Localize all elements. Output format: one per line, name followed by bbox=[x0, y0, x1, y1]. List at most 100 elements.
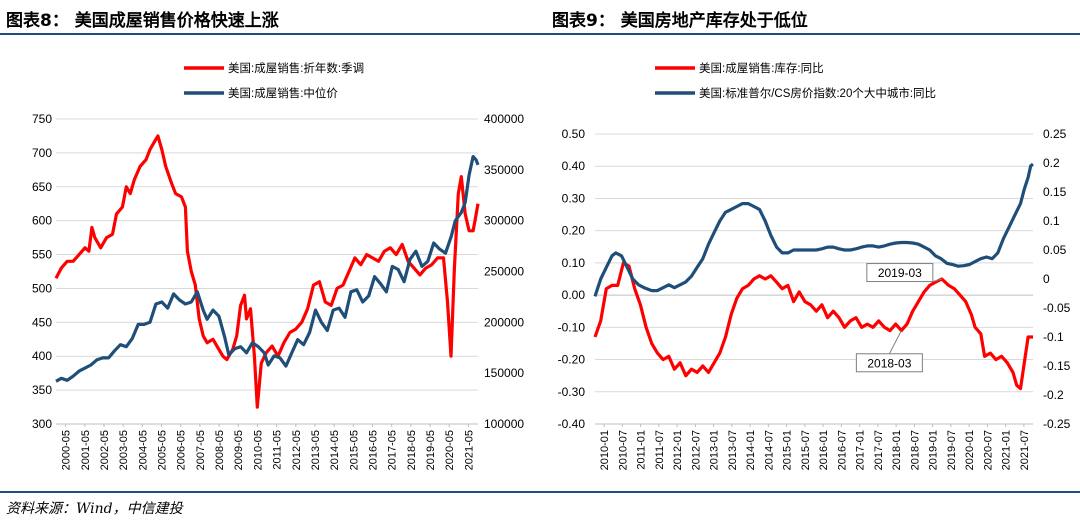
x-tick-label: 2016-07 bbox=[836, 430, 848, 470]
x-tick-label: 2008-05 bbox=[214, 430, 226, 470]
y-left-tick-label: 0.10 bbox=[562, 256, 586, 270]
y-right-tick-label: 0.25 bbox=[1043, 127, 1067, 141]
series-line-1 bbox=[593, 261, 1033, 391]
y-left-tick-label: 0.20 bbox=[562, 224, 586, 238]
annotation-box bbox=[855, 353, 923, 373]
x-tick-label: 2012-07 bbox=[690, 430, 702, 470]
x-tick-label: 2016-05 bbox=[368, 430, 380, 470]
x-tick-label: 2017-07 bbox=[873, 430, 885, 470]
series-line-1 bbox=[54, 134, 480, 409]
x-tick-label: 2014-07 bbox=[763, 430, 775, 470]
y-left-tick-label: 750 bbox=[32, 112, 52, 126]
y-right-tick-label: 350000 bbox=[484, 163, 524, 177]
y-right-tick-label: 0.05 bbox=[1043, 243, 1067, 257]
y-right-tick-label: 0.2 bbox=[1043, 156, 1060, 170]
x-tick-label: 2014-01 bbox=[745, 430, 757, 470]
chart-home-price: 300 350 400 450 500 550 600 650 700 750 100000 1500… bbox=[32, 61, 524, 470]
x-tick-label: 2019-01 bbox=[928, 430, 940, 470]
y-left-tick-label: -0.40 bbox=[558, 417, 586, 431]
x-tick-label: 2007-05 bbox=[195, 430, 207, 470]
x-tick-label: 2015-01 bbox=[782, 430, 794, 470]
chart-right-title: 图表9： 美国房地产库存处于低位 bbox=[552, 11, 808, 31]
x-tick-label: 2001-05 bbox=[80, 430, 92, 470]
x-tick-label: 2018-05 bbox=[406, 430, 418, 470]
top-divider bbox=[0, 33, 1080, 35]
y-right-tick-label: 400000 bbox=[484, 112, 524, 126]
y-right-tick-label: -0.2 bbox=[1043, 388, 1064, 402]
annotation-box bbox=[866, 263, 934, 283]
x-tick-label: 2013-07 bbox=[727, 430, 739, 470]
y-right-tick-label: 0.15 bbox=[1043, 185, 1067, 199]
chart-left-title: 图表8： 美国成屋销售价格快速上涨 bbox=[6, 11, 279, 31]
y-left-tick-label: 700 bbox=[32, 146, 52, 160]
x-tick-label: 2011-07 bbox=[654, 430, 666, 470]
y-left-tick-label: 0.30 bbox=[562, 191, 586, 205]
legend-label-2: 美国:成屋销售:中位价 bbox=[228, 86, 338, 100]
x-tick-label: 2004-05 bbox=[137, 430, 149, 470]
y-right-tick-label: 200000 bbox=[484, 315, 524, 329]
y-left-tick-label: 500 bbox=[32, 281, 52, 295]
x-tick-label: 2015-05 bbox=[348, 430, 360, 470]
y-left-tick-label: -0.10 bbox=[558, 320, 586, 334]
x-tick-label: 2019-05 bbox=[425, 430, 437, 470]
x-tick-label: 2011-05 bbox=[272, 430, 284, 470]
x-tick-label: 2019-07 bbox=[946, 430, 958, 470]
x-tick-label: 2013-01 bbox=[709, 430, 721, 470]
x-tick-label: 2021-07 bbox=[1019, 430, 1031, 470]
x-tick-label: 2003-05 bbox=[118, 430, 130, 470]
x-tick-label: 2016-01 bbox=[818, 430, 830, 470]
annotation-label: 2018-03 bbox=[867, 356, 911, 370]
x-tick-label: 2010-05 bbox=[252, 430, 264, 470]
y-left-tick-label: 350 bbox=[32, 383, 52, 397]
x-tick-label: 2020-01 bbox=[964, 430, 976, 470]
y-left-tick-label: 650 bbox=[32, 180, 52, 194]
x-tick-label: 2015-07 bbox=[800, 430, 812, 470]
annotation-label: 2019-03 bbox=[878, 266, 922, 280]
y-left-tick-label: 0.00 bbox=[562, 288, 586, 302]
x-tick-label: 2021-05 bbox=[463, 430, 475, 470]
source-note: 资料来源：Wind，中信建投 bbox=[6, 501, 183, 517]
y-right-tick-label: 250000 bbox=[484, 265, 524, 279]
y-left-tick-label: 450 bbox=[32, 315, 52, 329]
y-right-tick-label: 150000 bbox=[484, 366, 524, 380]
x-tick-label: 2006-05 bbox=[176, 430, 188, 470]
x-tick-label: 2020-05 bbox=[444, 430, 456, 470]
x-tick-label: 2000-05 bbox=[61, 430, 73, 470]
y-right-tick-label: -0.25 bbox=[1043, 417, 1071, 431]
y-left-tick-label: 550 bbox=[32, 248, 52, 262]
x-tick-label: 2017-05 bbox=[387, 430, 399, 470]
x-tick-label: 2010-01 bbox=[599, 430, 611, 470]
x-tick-label: 2020-07 bbox=[982, 430, 994, 470]
x-tick-label: 2013-05 bbox=[310, 430, 322, 470]
x-tick-label: 2011-01 bbox=[636, 430, 648, 470]
x-tick-label: 2010-07 bbox=[617, 430, 629, 470]
y-right-tick-label: 300000 bbox=[484, 214, 524, 228]
y-right-tick-label: -0.05 bbox=[1043, 301, 1071, 315]
y-right-tick-label: 0.1 bbox=[1043, 214, 1060, 228]
y-left-tick-label: 0.50 bbox=[562, 127, 586, 141]
x-tick-label: 2002-05 bbox=[99, 430, 111, 470]
y-left-tick-label: -0.20 bbox=[558, 353, 586, 367]
x-tick-label: 2009-05 bbox=[233, 430, 245, 470]
y-left-tick-label: 300 bbox=[32, 417, 52, 431]
x-tick-label: 2018-01 bbox=[891, 430, 903, 470]
y-right-tick-label: 100000 bbox=[484, 417, 524, 431]
x-tick-label: 2017-01 bbox=[855, 430, 867, 470]
annotation-leader bbox=[888, 330, 902, 355]
series-line-2 bbox=[593, 162, 1034, 297]
legend-label-1: 美国:成屋销售:库存:同比 bbox=[699, 61, 824, 75]
chart-inventory: -0.40 -0.30 -0.20 -0.10 0.00 0.10 0.20 0.30 0.40… bbox=[558, 61, 1071, 470]
x-tick-label: 2005-05 bbox=[157, 430, 169, 470]
x-tick-label: 2012-01 bbox=[672, 430, 684, 470]
x-tick-label: 2018-07 bbox=[909, 430, 921, 470]
x-tick-label: 2012-05 bbox=[291, 430, 303, 470]
series-line-2 bbox=[55, 155, 480, 383]
y-right-tick-label: -0.15 bbox=[1043, 359, 1071, 373]
y-left-tick-label: -0.30 bbox=[558, 385, 586, 399]
y-left-tick-label: 400 bbox=[32, 349, 52, 363]
legend-label-1: 美国:成屋销售:折年数:季调 bbox=[228, 61, 364, 75]
annotation-leader bbox=[932, 278, 942, 283]
y-right-tick-label: -0.1 bbox=[1043, 330, 1064, 344]
y-left-tick-label: 0.40 bbox=[562, 159, 586, 173]
x-tick-label: 2021-01 bbox=[1001, 430, 1013, 470]
